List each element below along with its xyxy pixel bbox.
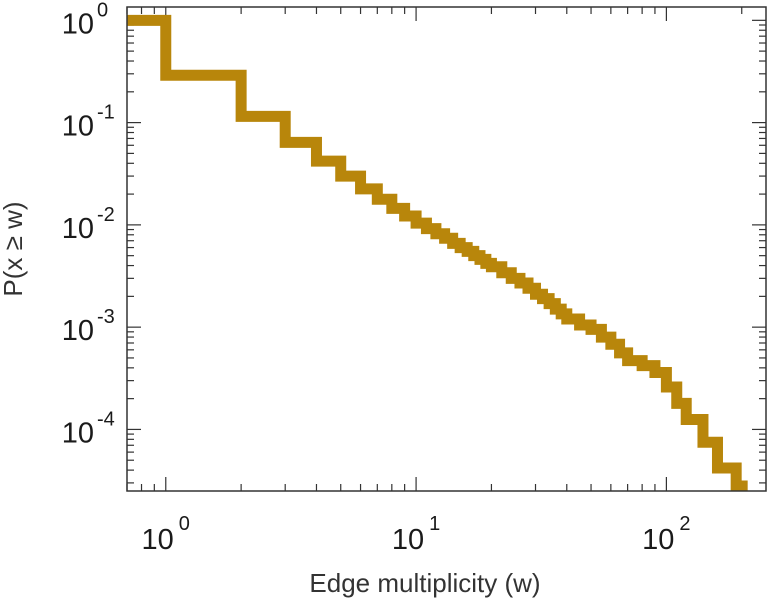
y-tick-exponent: -2 (97, 204, 115, 226)
y-tick-exponent: -3 (97, 306, 115, 328)
y-tick-label: 10 (62, 315, 94, 347)
series-layer (127, 14, 748, 491)
y-tick-label: 10 (62, 213, 94, 245)
x-tick-label: 10 (392, 524, 424, 556)
x-tick-exponent: 1 (429, 513, 440, 535)
y-tick-label: 10 (62, 111, 94, 143)
y-tick-exponent: -4 (97, 408, 115, 430)
series-line-ccdf (127, 14, 748, 491)
axis-ticks (126, 7, 766, 491)
y-tick-label: 10 (62, 8, 94, 40)
x-tick-label: 10 (142, 524, 174, 556)
x-tick-exponent: 2 (679, 513, 690, 535)
y-tick-exponent: 0 (97, 0, 108, 21)
x-tick-label: 10 (642, 524, 674, 556)
x-axis-label: Edge multiplicity (w) (309, 568, 540, 598)
x-tick-exponent: 0 (179, 513, 190, 535)
plot-frame (126, 6, 767, 492)
y-tick-exponent: -1 (97, 102, 115, 124)
tick-labels: 10 010 -110 -210 -310 -410 0 10 1 10 2 (62, 0, 691, 556)
y-axis-label: P(x ≥ w) (0, 201, 28, 296)
y-tick-label: 10 (62, 417, 94, 449)
